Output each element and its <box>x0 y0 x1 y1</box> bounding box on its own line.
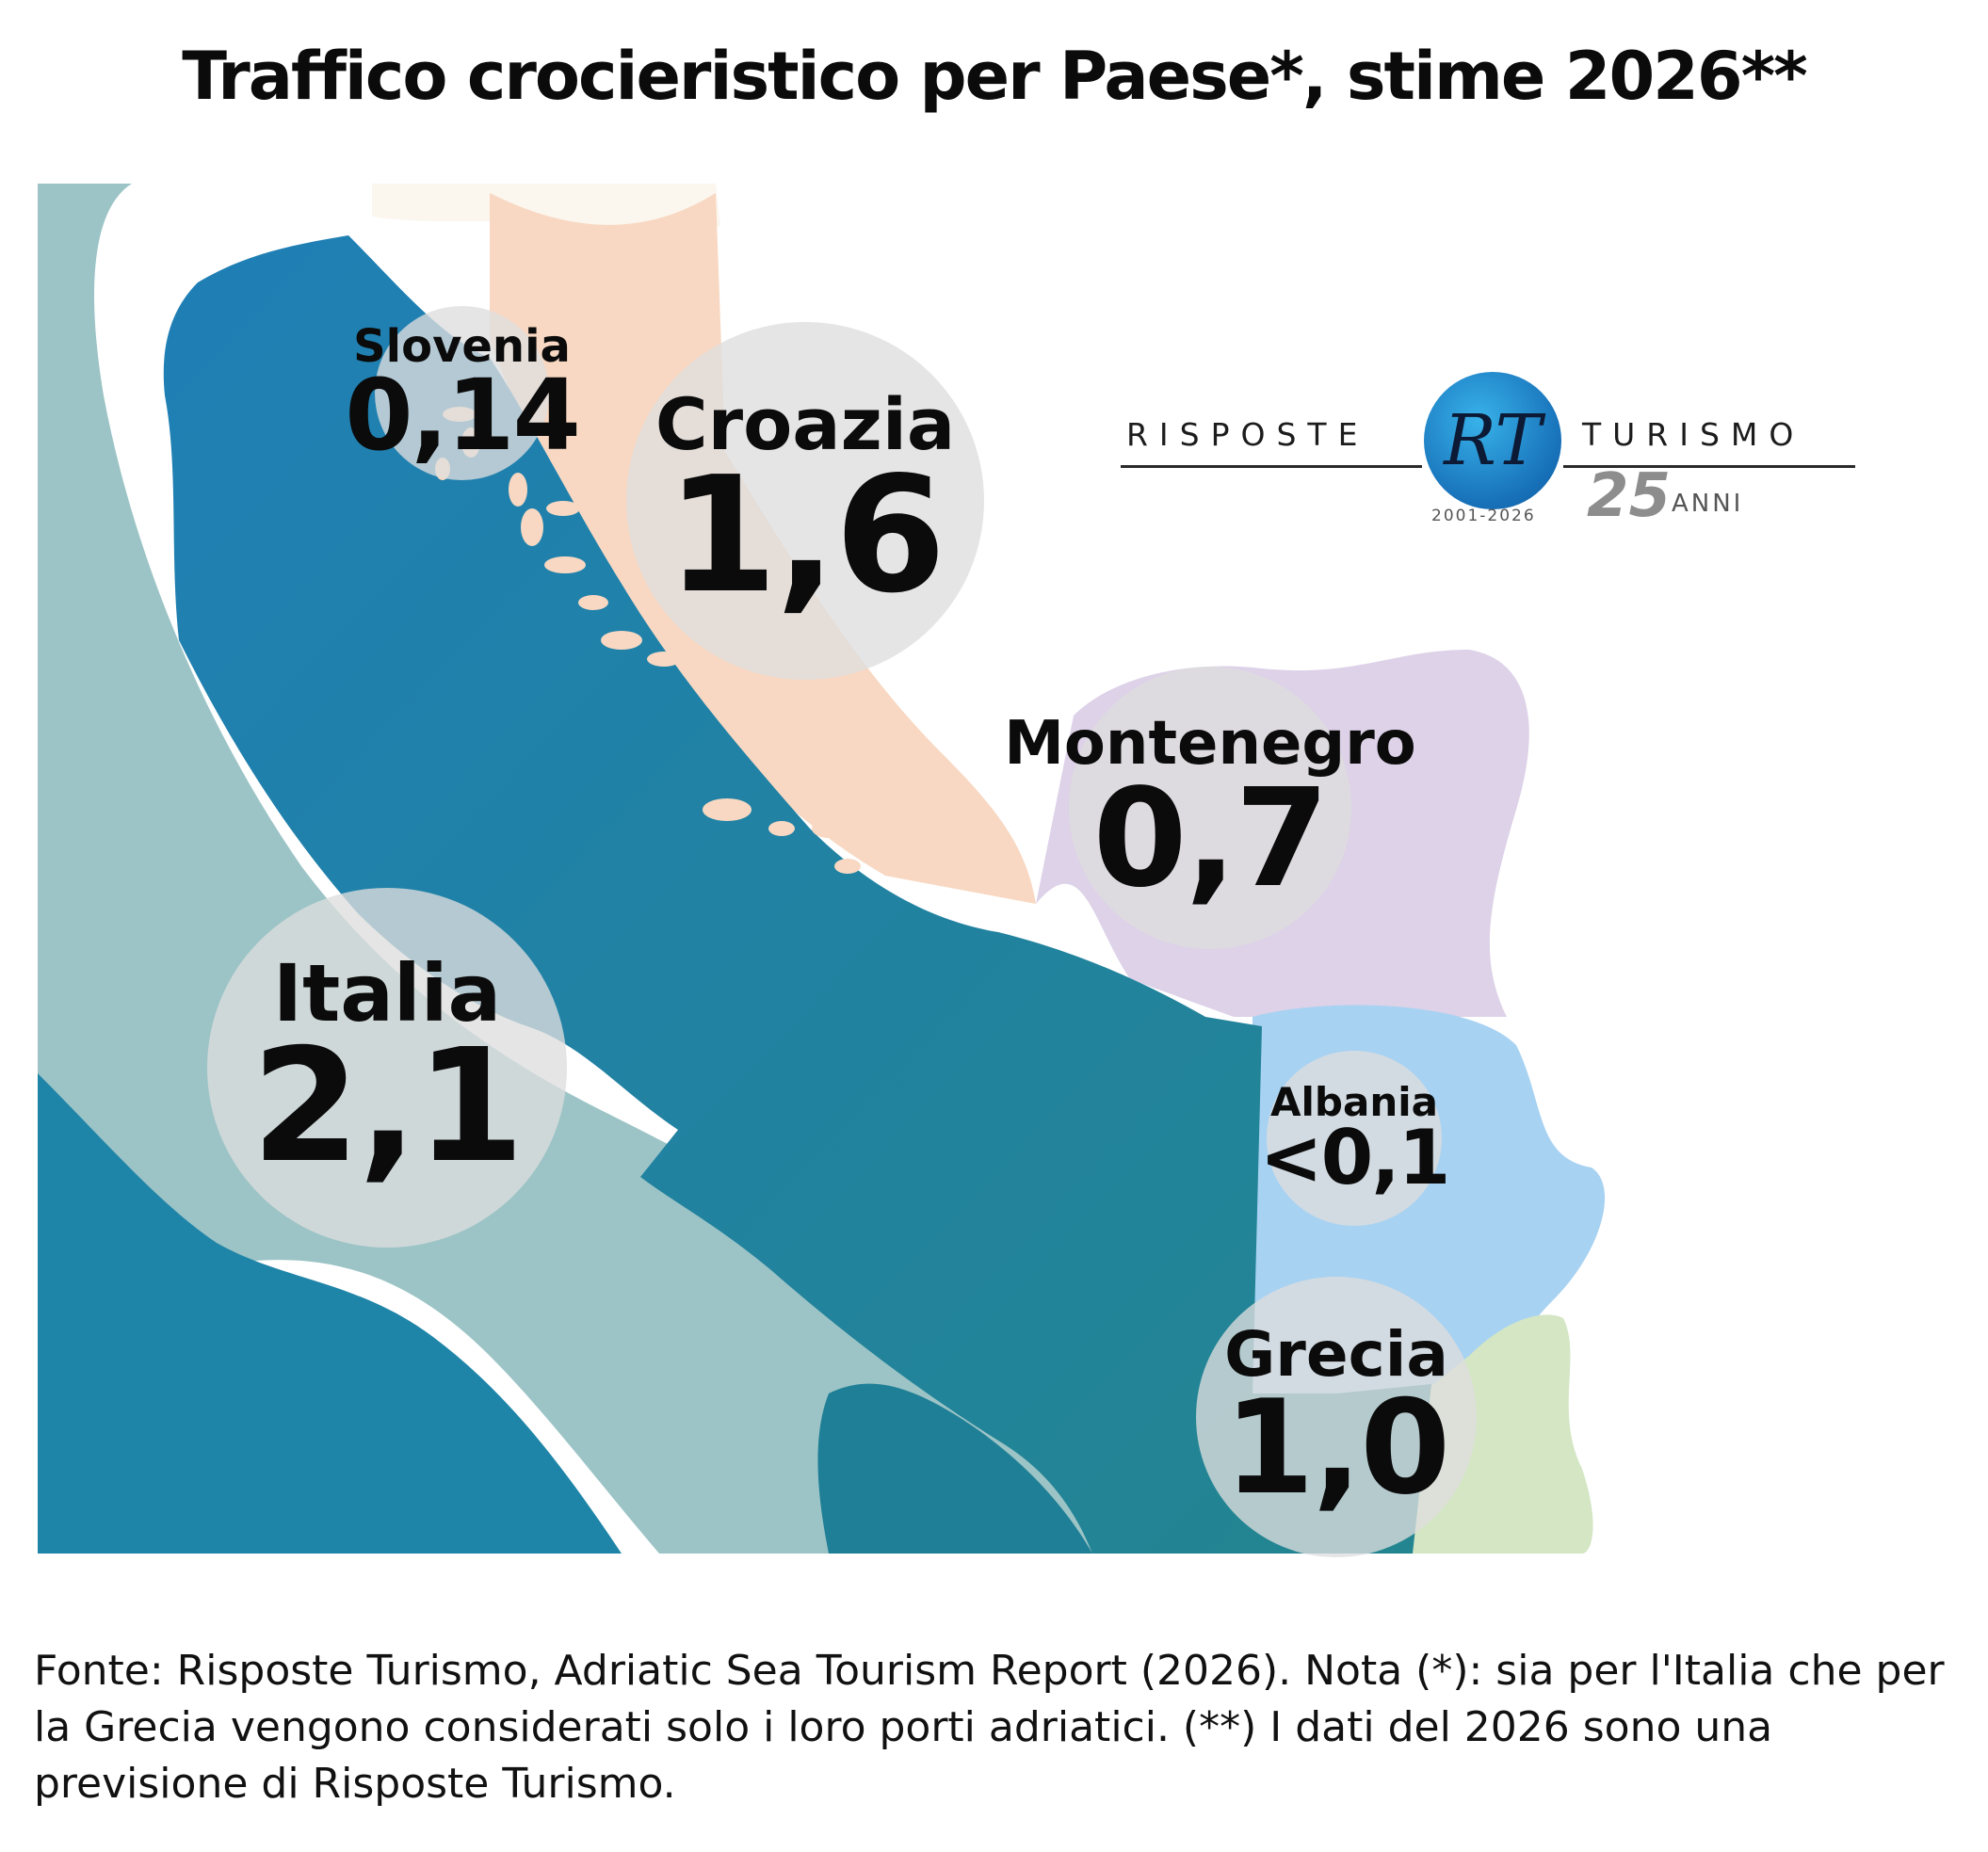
bubble-albania: Albania <0,1 <box>1260 1051 1450 1226</box>
country-name: Montenegro <box>1004 708 1416 779</box>
country-name: Albania <box>1270 1079 1438 1125</box>
country-value: 0,14 <box>345 358 581 474</box>
adriatic-sea <box>163 235 1432 1554</box>
bubble-slovenia: Slovenia 0,14 <box>345 306 581 480</box>
country-name: Slovenia <box>353 320 571 374</box>
bubble-croazia: Croazia 1,6 <box>626 322 984 680</box>
logo-left-line <box>1121 465 1422 468</box>
logo-emblem: RT <box>1424 372 1561 509</box>
page-title: Traffico crocieristico per Paese*, stime… <box>182 38 1808 115</box>
logo-anniversary-number: 25 <box>1587 461 1672 531</box>
country-value: 0,7 <box>1092 758 1329 917</box>
risposte-turismo-logo: RISPOSTE RT 2001-2026 TURISMO 25 ANNI <box>1121 367 1855 546</box>
logo-years: 2001-2026 <box>1431 507 1536 525</box>
tyrrhenian-sea <box>38 1073 622 1554</box>
logo-anniversary-word: ANNI <box>1672 490 1744 518</box>
country-value: 1,0 <box>1223 1372 1450 1524</box>
sicily-land <box>817 1383 1092 1554</box>
source-note: Fonte: Risposte Turismo, Adriatic Sea To… <box>34 1647 1945 1808</box>
country-name: Italia <box>272 947 502 1040</box>
bubble-montenegro: Montenegro 0,7 <box>1004 667 1416 949</box>
country-name: Croazia <box>655 382 956 467</box>
country-name: Grecia <box>1224 1318 1448 1392</box>
logo-monogram: RT <box>1444 400 1542 481</box>
bubble-italia: Italia 2,1 <box>207 888 567 1248</box>
country-value: 2,1 <box>251 1016 525 1199</box>
bubble-grecia: Grecia 1,0 <box>1196 1277 1477 1557</box>
logo-right-line <box>1563 465 1855 468</box>
logo-left-word: RISPOSTE <box>1126 416 1369 453</box>
country-value: 1,6 <box>666 443 946 630</box>
country-value: <0,1 <box>1259 1114 1451 1201</box>
logo-right-word: TURISMO <box>1582 416 1805 453</box>
